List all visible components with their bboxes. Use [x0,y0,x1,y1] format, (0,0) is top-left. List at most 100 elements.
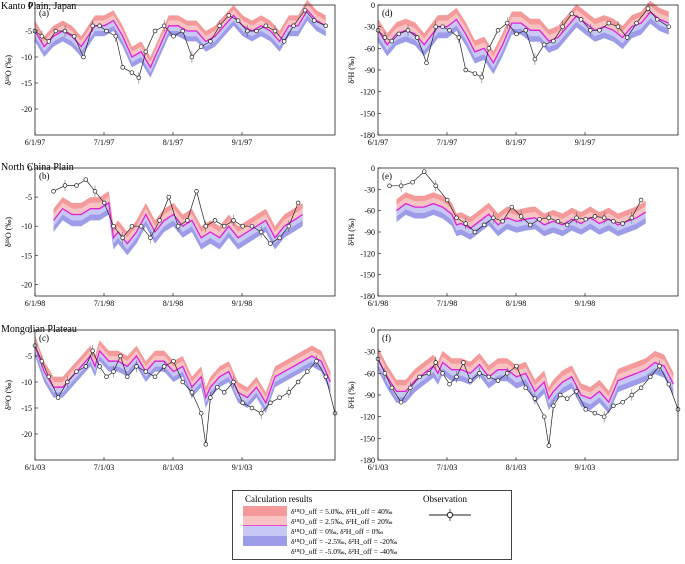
y-tick-label-c: -10 [21,378,32,387]
observation-point-e [611,219,616,224]
x-tick-label-e: 8/1/98 [506,299,526,308]
observation-point-a [97,23,102,29]
observation-point-d [634,20,639,26]
x-tick-label-b: 6/1/98 [25,299,45,308]
observation-point-a [161,23,167,29]
y-tick-label-a: -20 [21,105,32,114]
observation-point-a [263,23,269,29]
observation-point-d [447,28,452,33]
axes-frame-a [34,4,336,136]
observation-point-b [111,223,116,229]
observation-point-b [212,218,218,223]
observation-point-d [424,60,429,66]
observation-point-d [578,17,584,22]
observation-point-c [118,353,123,359]
observation-point-e [601,215,607,221]
panel-label-b: (b) [39,171,50,181]
observation-point-a [254,28,259,34]
y-axis-label-b: δ¹⁸O (‰) [4,217,13,247]
observation-point-d [606,20,612,26]
observation-point-b [148,235,153,241]
observation-point-d [597,28,602,33]
observation-point-d [486,46,492,51]
observation-point-c [125,374,130,380]
observation-point-b [221,223,227,229]
y-tick-label-d: -30 [364,23,375,32]
x-tick-label-a: 8/1/97 [163,138,183,147]
y-tick-label-d: -90 [364,66,375,75]
observation-point-b [268,241,273,246]
observation-point-b [157,218,162,223]
observation-point-a [90,23,95,29]
observation-point-f [433,360,438,365]
observation-point-c [74,369,79,374]
observation-point-c [203,442,209,447]
observation-point-d [551,38,556,44]
panel-label-e: (e) [382,171,392,181]
observation-point-d [645,6,651,11]
observation-point-b [92,189,98,194]
observation-point-e [555,219,561,224]
y-tick-label-f: -30 [364,348,375,357]
band-low-outer-c [35,350,331,414]
panel-label-d: (d) [382,8,393,18]
legend-entry-4: δ¹⁸O_off = -2.5‰, δ²H_off = -20‰ [291,537,398,546]
legend-entry-3: δ¹⁸O_off = 0‰, δ²H_off = 0‰ [291,527,383,536]
observation-point-a [104,28,109,34]
y-tick-label-e: -60 [364,207,375,216]
band-low-outer-e [396,209,646,240]
observation-point-a [323,23,329,29]
observation-point-e [444,197,450,203]
observation-point-f [620,399,625,405]
observation-point-e [500,219,505,224]
observation-point-a [120,65,125,70]
observation-point-f [486,374,492,380]
observation-point-d [440,24,445,29]
y-tick-label-d: 0 [371,1,375,10]
x-tick-label-e: 9/1/98 [575,299,595,308]
observation-point-d [541,42,547,47]
observation-point-c [295,379,301,385]
observation-point-e [454,215,459,221]
observation-point-d [560,24,565,29]
observation-point-b [62,183,68,188]
legend-observation-marker [446,511,454,519]
observation-line-d [377,8,669,78]
panel-b: 0 -5 -10 -15 -20 6/1/98 7/1/98 8/1/98 9/1/98 δ¹⁸O… [4,164,336,308]
x-tick-label-b: 7/1/98 [94,299,114,308]
observation-point-b [166,194,172,200]
observation-point-f [408,385,413,391]
observation-point-d [396,31,402,37]
observation-point-c [221,390,227,395]
observation-point-f [601,414,607,419]
observation-point-b [203,223,209,229]
observation-point-a [281,39,287,44]
observation-point-d [472,71,478,76]
legend-swatch-5 [243,536,287,546]
observation-point-c [90,348,95,354]
observation-point-d [514,31,519,37]
observation-point-c [180,379,185,385]
observation-point-f [638,385,644,391]
legend-title: Calculation results [245,494,313,504]
observation-point-c [152,374,158,380]
observation-point-c [55,395,61,400]
observation-point-e [638,197,644,203]
observation-point-f [666,381,672,387]
observation-point-c [97,364,102,369]
y-tick-label-e: -30 [364,185,375,194]
observation-point-a [113,33,119,39]
observation-point-f [398,399,404,405]
panel-label-a: (a) [39,8,49,18]
observation-point-d [405,28,411,33]
x-tick-label-d: 8/1/97 [506,138,526,147]
observation-point-d [495,28,501,33]
observation-point-d [666,24,672,29]
y-tick-label-d: -150 [360,109,375,118]
observation-point-f [468,378,473,383]
observation-point-d [654,17,660,22]
band-high-inner-f [378,353,674,403]
x-tick-label-c: 9/1/03 [232,463,252,472]
